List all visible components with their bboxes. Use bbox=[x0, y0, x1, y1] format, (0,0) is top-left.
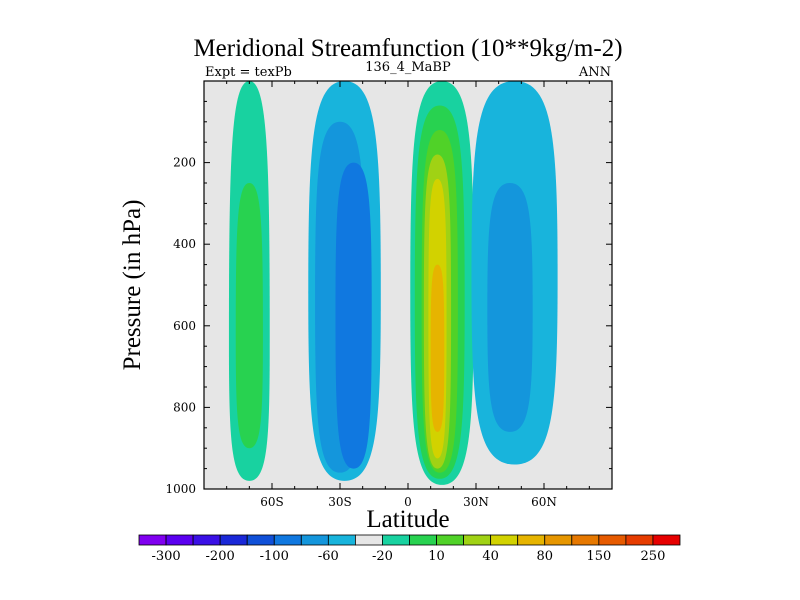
colorbar-label-6: 40 bbox=[482, 549, 499, 564]
colorbar-box-5 bbox=[273, 534, 302, 546]
colorbar bbox=[138, 534, 681, 546]
colorbar-label-9: 250 bbox=[641, 549, 666, 564]
colorbar-box-8 bbox=[354, 534, 383, 546]
colorbar-label-3: -60 bbox=[318, 549, 339, 564]
contour-region-1 bbox=[235, 183, 263, 449]
colorbar-box-9 bbox=[382, 534, 410, 546]
colorbar-box-15 bbox=[544, 534, 573, 546]
colorbar-box-7 bbox=[327, 534, 356, 546]
y-tick-label-3: 800 bbox=[173, 400, 196, 414]
y-axis-label: Pressure (in hPa) bbox=[119, 200, 146, 371]
colorbar-box-1 bbox=[165, 534, 194, 546]
colorbar-box-6 bbox=[300, 534, 329, 546]
y-tick-label-2: 600 bbox=[173, 319, 196, 333]
colorbar-box-2 bbox=[192, 534, 221, 546]
x-tick-label-4: 60N bbox=[531, 495, 557, 509]
colorbar-box-4 bbox=[246, 534, 275, 546]
colorbar-label-0: -300 bbox=[151, 549, 180, 564]
contour-region-12 bbox=[487, 183, 533, 432]
x-tick-label-3: 30N bbox=[463, 495, 489, 509]
colorbar-label-4: -20 bbox=[372, 549, 393, 564]
colorbar-label-2: -100 bbox=[260, 549, 289, 564]
season-label: ANN bbox=[578, 65, 611, 80]
colorbar-box-14 bbox=[517, 534, 546, 546]
colorbar-label-7: 80 bbox=[536, 549, 553, 564]
experiment-label: Expt = texPb bbox=[205, 65, 292, 80]
contour-region-4 bbox=[335, 162, 372, 469]
contour-layer bbox=[228, 81, 558, 485]
colorbar-label-5: 10 bbox=[428, 549, 445, 564]
chart-title: Meridional Streamfunction (10**9kg/m-2) bbox=[193, 35, 622, 62]
colorbar-box-16 bbox=[571, 534, 600, 546]
y-axis-ticks: 200 400 600 800 1000 bbox=[165, 100, 612, 496]
x-tick-label-2: 0 bbox=[404, 495, 412, 509]
x-tick-label-0: 60S bbox=[260, 495, 284, 509]
colorbar-box-12 bbox=[463, 534, 492, 546]
contour-region-10 bbox=[430, 264, 445, 432]
colorbar-box-17 bbox=[598, 534, 627, 546]
colorbar-box-19 bbox=[652, 534, 681, 546]
colorbar-labels: -300 -200 -100 -60 -20 10 40 80 150 250 bbox=[151, 549, 665, 564]
x-axis-label: Latitude bbox=[366, 506, 449, 533]
colorbar-box-11 bbox=[436, 534, 464, 546]
y-tick-label-4: 1000 bbox=[165, 482, 196, 496]
x-tick-label-1: 30S bbox=[328, 495, 352, 509]
colorbar-label-1: -200 bbox=[206, 549, 235, 564]
colorbar-box-3 bbox=[219, 534, 248, 546]
colorbar-box-13 bbox=[490, 534, 519, 546]
colorbar-label-8: 150 bbox=[586, 549, 611, 564]
colorbar-box-10 bbox=[409, 534, 437, 546]
y-tick-label-0: 200 bbox=[173, 156, 196, 170]
colorbar-box-18 bbox=[625, 534, 654, 546]
x-axis-ticks: 60S 30S 0 30N 60N bbox=[226, 81, 590, 509]
colorbar-box-0 bbox=[138, 534, 167, 546]
run-label: 136_4_MaBP bbox=[365, 60, 451, 75]
y-tick-label-1: 400 bbox=[173, 237, 196, 251]
